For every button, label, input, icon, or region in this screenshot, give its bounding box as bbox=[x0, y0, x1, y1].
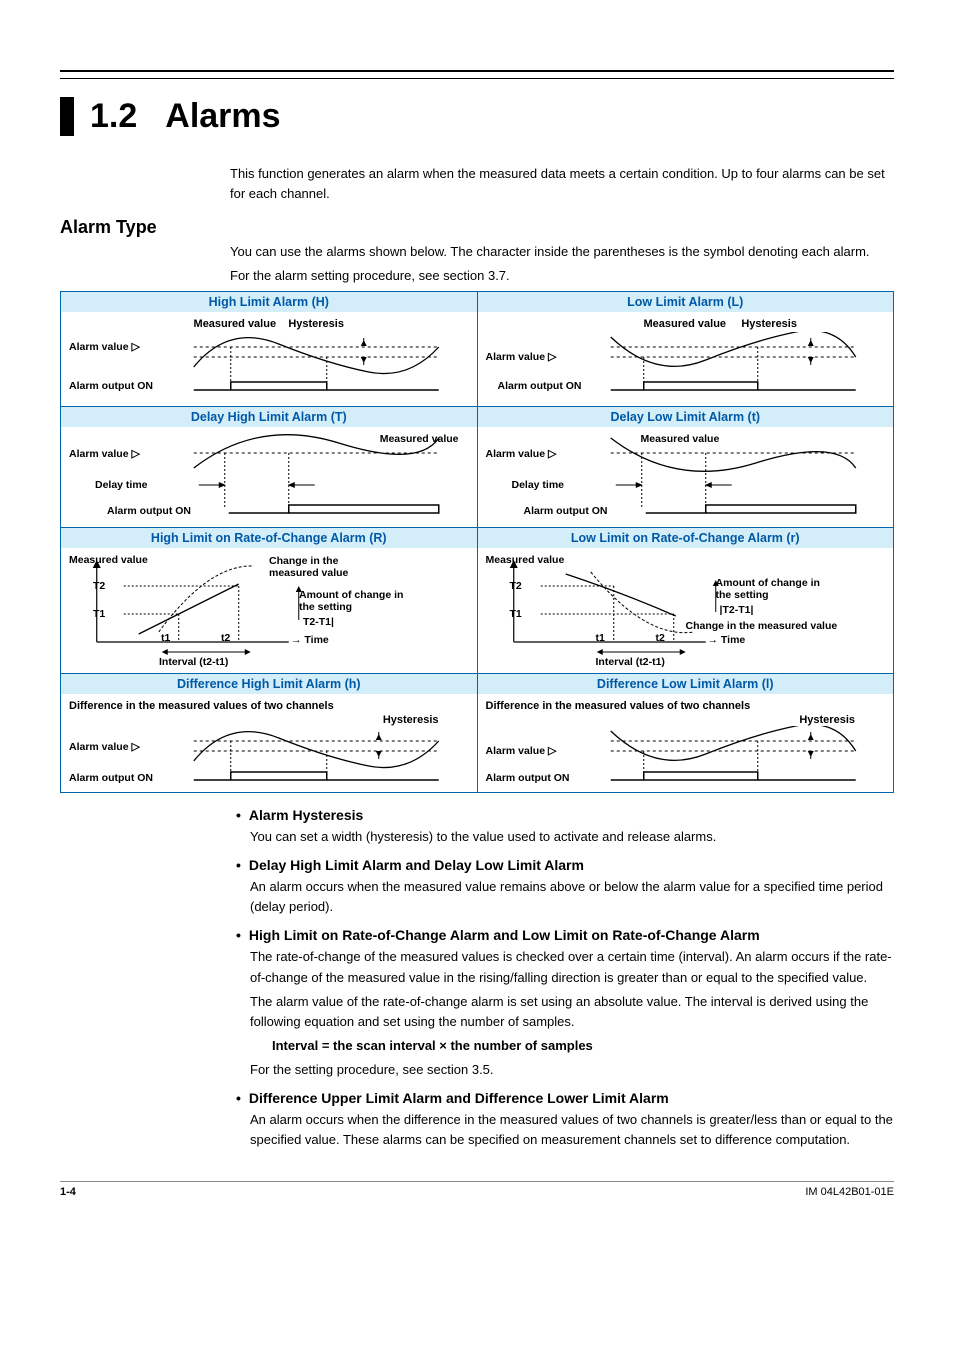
lbl-hyst: Hysteresis bbox=[741, 318, 797, 330]
lbl-alarm-out: Alarm output ON bbox=[107, 505, 191, 517]
section-number: 1.2 bbox=[90, 97, 137, 136]
bullet-delay-p: An alarm occurs when the measured value … bbox=[250, 877, 894, 917]
header-L: Low Limit Alarm (L) bbox=[478, 292, 894, 312]
lbl-time: → Time bbox=[708, 634, 746, 646]
diagram-dl: Alarm value ▷ Alarm output ON bbox=[486, 726, 886, 788]
header-R: High Limit on Rate-of-Change Alarm (R) bbox=[61, 528, 477, 548]
lbl-change-measured: Change in the measured value bbox=[686, 620, 838, 632]
header-T: Delay High Limit Alarm (T) bbox=[61, 407, 477, 427]
header-dl: Difference Low Limit Alarm (l) bbox=[478, 674, 894, 694]
header-r: Low Limit on Rate-of-Change Alarm (r) bbox=[478, 528, 894, 548]
doc-id: IM 04L42B01-01E bbox=[805, 1186, 894, 1198]
footer: 1-4 IM 04L42B01-01E bbox=[60, 1181, 894, 1198]
lbl-alarm-value: Alarm value ▷ bbox=[486, 447, 557, 460]
lbl-hyst: Hysteresis bbox=[486, 714, 856, 726]
header-H: High Limit Alarm (H) bbox=[61, 292, 477, 312]
section-title: Alarms bbox=[165, 97, 280, 136]
lbl-diff: Difference in the measured values of two… bbox=[486, 700, 886, 712]
diagram-R: Measured value Change in themeasured val… bbox=[69, 554, 469, 669]
lbl-T1: T1 bbox=[93, 608, 105, 620]
title-bar bbox=[60, 97, 74, 136]
lbl-t2t1abs: |T2-T1| bbox=[720, 604, 754, 616]
lbl-measured: Measured value bbox=[644, 318, 727, 330]
lbl-interval: Interval (t2-t1) bbox=[596, 656, 665, 668]
lbl-measured: Measured value bbox=[69, 554, 148, 566]
bullet-rate-formula: Interval = the scan interval × the numbe… bbox=[272, 1036, 894, 1056]
lbl-time: → Time bbox=[291, 634, 329, 646]
alarm-type-heading: Alarm Type bbox=[60, 217, 894, 238]
alarm-diagram-table: High Limit Alarm (H) Measured value Hyst… bbox=[60, 291, 894, 793]
lbl-delay: Delay time bbox=[512, 479, 565, 491]
bullet-hysteresis-p: You can set a width (hysteresis) to the … bbox=[250, 827, 894, 847]
lbl-t2: t2 bbox=[221, 632, 230, 644]
bullet-rate-h: High Limit on Rate-of-Change Alarm and L… bbox=[236, 927, 894, 943]
header-dh: Difference High Limit Alarm (h) bbox=[61, 674, 477, 694]
lbl-measured: Measured value bbox=[486, 554, 565, 566]
lbl-alarm-value: Alarm value ▷ bbox=[69, 740, 140, 753]
lbl-t2t1: T2-T1| bbox=[303, 616, 334, 628]
intro-para: This function generates an alarm when th… bbox=[230, 164, 894, 203]
lbl-alarm-value: Alarm value ▷ bbox=[69, 447, 140, 460]
lbl-measured: Measured value bbox=[380, 433, 459, 445]
bullet-rate-p1: The rate-of-change of the measured value… bbox=[250, 947, 894, 987]
lbl-T1: T1 bbox=[510, 608, 522, 620]
lbl-measured: Measured value bbox=[641, 433, 720, 445]
bullet-hysteresis-h: Alarm Hysteresis bbox=[236, 807, 894, 823]
lbl-amount: Amount of change inthe setting bbox=[299, 590, 403, 613]
lbl-alarm-out: Alarm output ON bbox=[486, 772, 570, 784]
bullet-rate-p2: The alarm value of the rate-of-change al… bbox=[250, 992, 894, 1032]
diagram-L: Alarm value ▷ Alarm output ON bbox=[486, 332, 886, 402]
alarm-type-p2: For the alarm setting procedure, see sec… bbox=[230, 266, 894, 286]
lbl-hyst: Hysteresis bbox=[288, 318, 344, 330]
lbl-interval: Interval (t2-t1) bbox=[159, 656, 228, 668]
bullet-delay-h: Delay High Limit Alarm and Delay Low Lim… bbox=[236, 857, 894, 873]
rule-heavy bbox=[60, 70, 894, 72]
alarm-type-p1: You can use the alarms shown below. The … bbox=[230, 242, 894, 262]
lbl-delay: Delay time bbox=[95, 479, 148, 491]
lbl-measured: Measured value bbox=[194, 318, 277, 330]
header-t: Delay Low Limit Alarm (t) bbox=[478, 407, 894, 427]
diagram-t: Measured value Alarm value ▷ Delay time … bbox=[486, 433, 886, 523]
page-number: 1-4 bbox=[60, 1186, 76, 1198]
lbl-alarm-out: Alarm output ON bbox=[69, 380, 153, 392]
rule-thin bbox=[60, 78, 894, 79]
lbl-t2: t2 bbox=[656, 632, 665, 644]
lbl-t1: t1 bbox=[596, 632, 605, 644]
bullet-diff-p: An alarm occurs when the difference in t… bbox=[250, 1110, 894, 1150]
lbl-change: Change in themeasured value bbox=[269, 556, 348, 579]
lbl-t1: t1 bbox=[161, 632, 170, 644]
lbl-alarm-out: Alarm output ON bbox=[498, 380, 582, 392]
lbl-alarm-value: Alarm value ▷ bbox=[486, 350, 557, 363]
bullet-rate-p3: For the setting procedure, see section 3… bbox=[250, 1060, 894, 1080]
lbl-T2: T2 bbox=[510, 580, 522, 592]
diagram-dh: Alarm value ▷ Alarm output ON bbox=[69, 726, 469, 788]
diagram-H: Alarm value ▷ Alarm output ON bbox=[69, 332, 469, 402]
lbl-alarm-value: Alarm value ▷ bbox=[69, 340, 140, 353]
lbl-alarm-value: Alarm value ▷ bbox=[486, 744, 557, 757]
lbl-alarm-out: Alarm output ON bbox=[69, 772, 153, 784]
bullet-diff-h: Difference Upper Limit Alarm and Differe… bbox=[236, 1090, 894, 1106]
lbl-alarm-out: Alarm output ON bbox=[524, 505, 608, 517]
diagram-T: Measured value Alarm value ▷ Delay time … bbox=[69, 433, 469, 523]
lbl-diff: Difference in the measured values of two… bbox=[69, 700, 469, 712]
lbl-T2: T2 bbox=[93, 580, 105, 592]
diagram-r: Measured value T2 T1 Amount of change in… bbox=[486, 554, 886, 669]
section-title-row: 1.2 Alarms bbox=[60, 97, 894, 136]
lbl-amount: Amount of change inthe setting bbox=[716, 578, 820, 601]
lbl-hyst: Hysteresis bbox=[69, 714, 439, 726]
